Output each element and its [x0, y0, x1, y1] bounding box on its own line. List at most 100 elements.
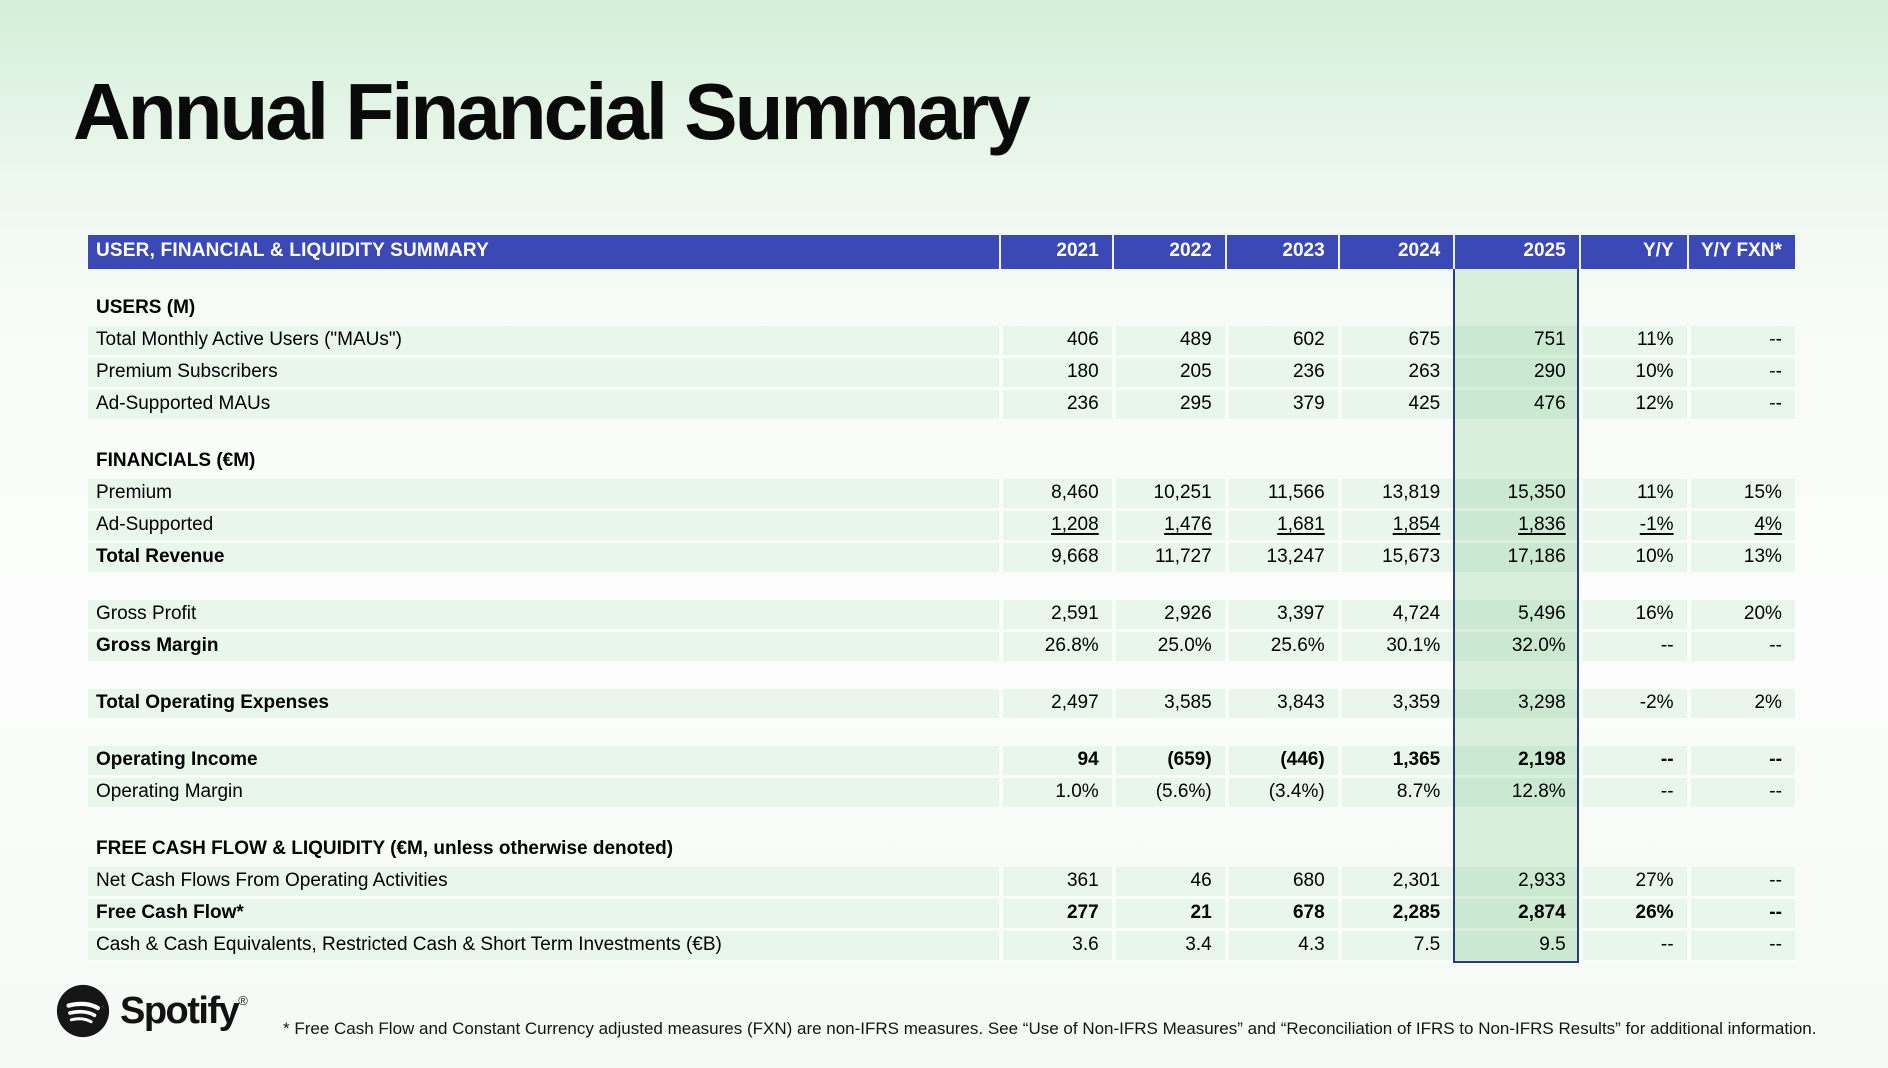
- value-cell: 361: [998, 867, 1112, 899]
- header-col-y-y: Y/Y: [1578, 235, 1687, 269]
- spacer-row: [88, 269, 1795, 294]
- value-cell: [999, 835, 1112, 867]
- value-cell: [1687, 269, 1795, 294]
- value-cell: [1225, 422, 1338, 447]
- value-cell: 9.5: [1453, 931, 1579, 963]
- value-cell: 1,681: [1224, 511, 1338, 543]
- spacer-row: [88, 664, 1795, 689]
- value-cell: [1579, 835, 1687, 867]
- table-row: Ad-Supported MAUs 236 295 379 425 476 12% --: [88, 390, 1795, 422]
- value-cell: [1338, 294, 1454, 326]
- value-cell: 180: [998, 358, 1112, 390]
- value-cell: 236: [1224, 358, 1338, 390]
- value-cell: 3,843: [1224, 689, 1338, 721]
- value-cell: 11,566: [1224, 479, 1338, 511]
- value-cell: [1453, 575, 1579, 600]
- value-cell: [1579, 721, 1687, 746]
- value-cell: --: [1686, 778, 1795, 810]
- value-cell: [999, 721, 1112, 746]
- value-cell: 2,591: [998, 600, 1112, 632]
- value-cell: --: [1578, 746, 1687, 778]
- value-cell: 1,476: [1111, 511, 1225, 543]
- value-cell: 32.0%: [1453, 632, 1579, 664]
- value-cell: [1453, 294, 1579, 326]
- value-cell: 295: [1111, 390, 1225, 422]
- value-cell: [1453, 422, 1579, 447]
- row-label: [88, 664, 999, 689]
- value-cell: 11,727: [1111, 543, 1225, 575]
- spotify-wordmark: Spotify®: [120, 989, 248, 1032]
- value-cell: [1687, 835, 1795, 867]
- value-cell: (446): [1224, 746, 1338, 778]
- value-cell: 21: [1111, 899, 1225, 931]
- value-cell: [1579, 294, 1687, 326]
- value-cell: [1579, 575, 1687, 600]
- table-row: Gross Margin 26.8% 25.0% 25.6% 30.1% 32.0% -- -…: [88, 632, 1795, 664]
- value-cell: [1338, 721, 1454, 746]
- trademark-symbol: ®: [238, 992, 248, 1008]
- value-cell: 3,359: [1337, 689, 1454, 721]
- value-cell: 379: [1224, 390, 1338, 422]
- value-cell: --: [1686, 326, 1795, 358]
- value-cell: 12.8%: [1453, 778, 1579, 810]
- table-header-row: USER, FINANCIAL & LIQUIDITY SUMMARY 2021…: [88, 235, 1795, 269]
- value-cell: -2%: [1578, 689, 1687, 721]
- table-row: Free Cash Flow* 277 21 678 2,285 2,874 26% --: [88, 899, 1795, 931]
- header-col-y-y-fxn: Y/Y FXN*: [1686, 235, 1795, 269]
- value-cell: 10%: [1578, 358, 1687, 390]
- row-label: Premium: [88, 479, 999, 511]
- value-cell: [999, 575, 1112, 600]
- value-cell: [1112, 575, 1225, 600]
- value-cell: [1225, 575, 1338, 600]
- value-cell: [999, 294, 1112, 326]
- row-label: Total Operating Expenses: [88, 689, 999, 721]
- value-cell: 16%: [1578, 600, 1687, 632]
- value-cell: 3,298: [1453, 689, 1579, 721]
- header-col-2024: 2024: [1337, 235, 1454, 269]
- row-label: [88, 810, 999, 835]
- value-cell: [1225, 294, 1338, 326]
- value-cell: 2,301: [1337, 867, 1454, 899]
- value-cell: 15,673: [1337, 543, 1454, 575]
- value-cell: [1112, 721, 1225, 746]
- value-cell: 46: [1111, 867, 1225, 899]
- value-cell: 277: [998, 899, 1112, 931]
- row-label: Free Cash Flow*: [88, 899, 999, 931]
- row-label: [88, 721, 999, 746]
- table-row: Premium Subscribers 180 205 236 263 290 10% --: [88, 358, 1795, 390]
- value-cell: 9,668: [998, 543, 1112, 575]
- page-title: Annual Financial Summary: [73, 67, 1031, 156]
- footnote: * Free Cash Flow and Constant Currency a…: [283, 1019, 1817, 1038]
- value-cell: 1,854: [1337, 511, 1454, 543]
- value-cell: --: [1578, 632, 1687, 664]
- row-label: Total Monthly Active Users ("MAUs"): [88, 326, 999, 358]
- table-title: USER, FINANCIAL & LIQUIDITY SUMMARY: [96, 240, 489, 261]
- value-cell: [1338, 447, 1454, 479]
- value-cell: [1225, 269, 1338, 294]
- value-cell: 2,285: [1337, 899, 1454, 931]
- value-cell: 675: [1337, 326, 1454, 358]
- table-row: Ad-Supported 1,208 1,476 1,681 1,854 1,836 -1%…: [88, 511, 1795, 543]
- value-cell: 12%: [1578, 390, 1687, 422]
- value-cell: [1112, 835, 1225, 867]
- value-cell: 1.0%: [998, 778, 1112, 810]
- value-cell: 30.1%: [1337, 632, 1454, 664]
- value-cell: 11%: [1578, 479, 1687, 511]
- value-cell: 13,247: [1224, 543, 1338, 575]
- row-label: Net Cash Flows From Operating Activities: [88, 867, 999, 899]
- value-cell: [1225, 664, 1338, 689]
- value-cell: 5,496: [1453, 600, 1579, 632]
- value-cell: -1%: [1578, 511, 1687, 543]
- value-cell: 2,933: [1453, 867, 1579, 899]
- value-cell: 3.4: [1111, 931, 1225, 963]
- value-cell: [1579, 269, 1687, 294]
- row-label: [88, 422, 999, 447]
- value-cell: [1112, 447, 1225, 479]
- value-cell: 8,460: [998, 479, 1112, 511]
- value-cell: 13,819: [1337, 479, 1454, 511]
- row-label: [88, 575, 999, 600]
- value-cell: [1338, 575, 1454, 600]
- spacer-row: [88, 575, 1795, 600]
- row-label: [88, 269, 999, 294]
- value-cell: 3,585: [1111, 689, 1225, 721]
